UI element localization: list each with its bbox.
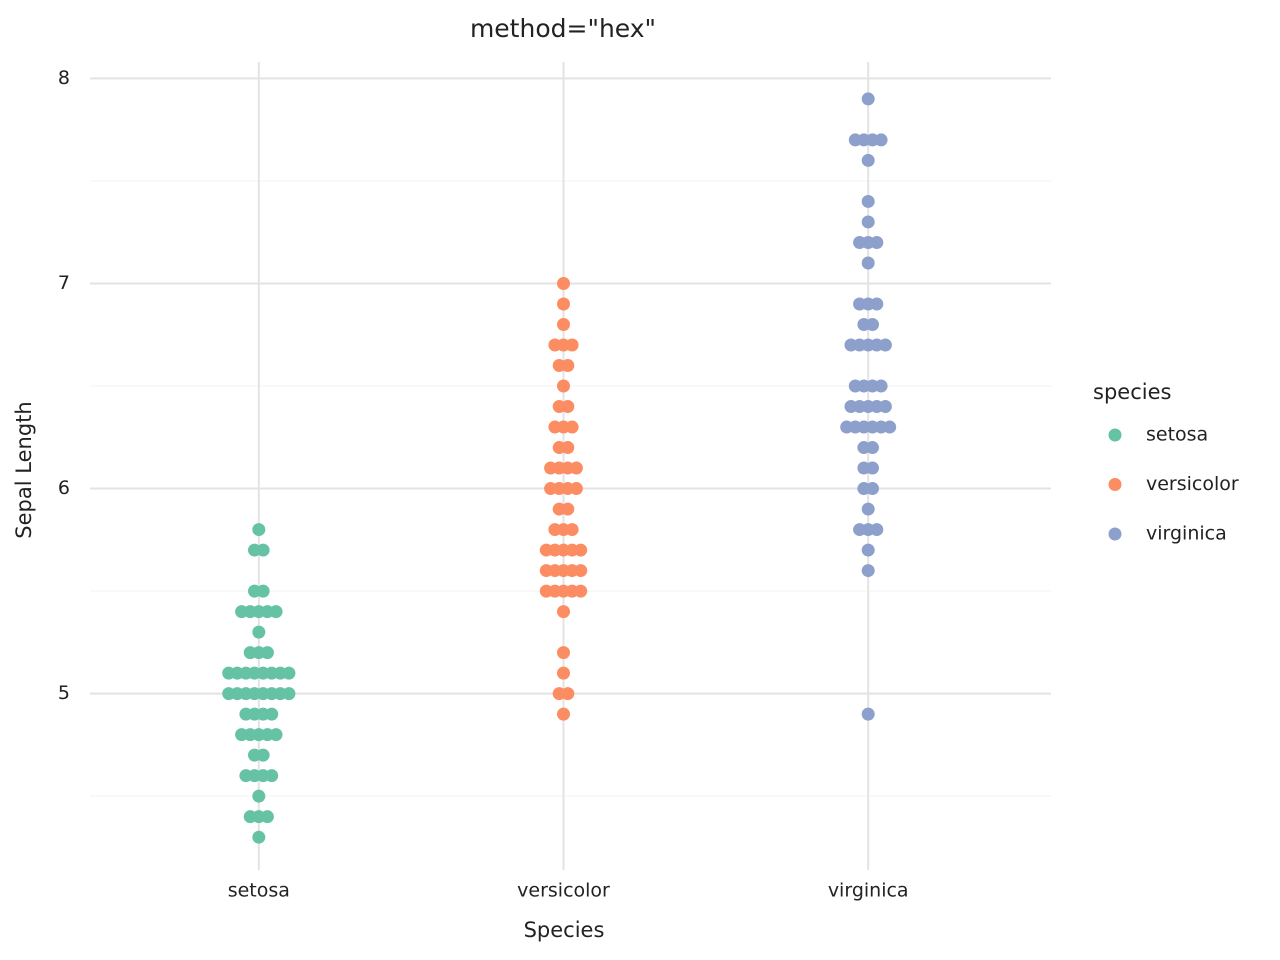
dot bbox=[861, 92, 875, 106]
dot bbox=[565, 338, 579, 352]
dot bbox=[256, 748, 270, 762]
dot bbox=[861, 256, 875, 270]
y-tick-label: 7 bbox=[58, 272, 70, 294]
dot bbox=[561, 441, 575, 455]
dot bbox=[269, 728, 283, 742]
legend-title: species bbox=[1093, 380, 1171, 404]
dot bbox=[870, 235, 884, 249]
dot bbox=[561, 400, 575, 414]
dot bbox=[269, 605, 283, 619]
x-tick-label: setosa bbox=[228, 880, 290, 902]
y-axis-title: Sepal Length bbox=[12, 401, 36, 538]
dot bbox=[861, 543, 875, 557]
dot bbox=[252, 523, 266, 537]
dot bbox=[874, 133, 888, 147]
legend-key bbox=[1108, 428, 1122, 442]
dot bbox=[557, 276, 570, 290]
legend-key bbox=[1108, 478, 1122, 491]
dot bbox=[260, 810, 274, 824]
dot bbox=[865, 441, 879, 455]
x-tick-label: virginica bbox=[828, 880, 909, 902]
dot bbox=[865, 482, 879, 496]
dot bbox=[256, 543, 270, 557]
dot bbox=[557, 605, 570, 619]
dot bbox=[252, 625, 266, 639]
legend-label: virginica bbox=[1146, 523, 1227, 545]
y-tick-label: 6 bbox=[58, 477, 70, 499]
dot bbox=[878, 338, 892, 352]
dot bbox=[260, 646, 274, 660]
legend-label: setosa bbox=[1146, 424, 1208, 446]
dot bbox=[565, 523, 579, 537]
dot bbox=[865, 461, 879, 475]
dot bbox=[256, 584, 270, 598]
dot bbox=[870, 297, 884, 311]
dot bbox=[861, 564, 875, 578]
dot bbox=[861, 707, 875, 721]
dot bbox=[557, 707, 570, 721]
dot bbox=[557, 666, 570, 680]
dot bbox=[569, 461, 583, 475]
dot bbox=[569, 482, 583, 496]
dot bbox=[252, 830, 266, 844]
legend-key bbox=[1108, 527, 1122, 541]
dot bbox=[861, 215, 875, 229]
y-tick-label: 5 bbox=[58, 682, 70, 704]
x-axis-title: Species bbox=[524, 918, 605, 942]
dot bbox=[557, 646, 570, 660]
dot bbox=[282, 666, 296, 680]
dot bbox=[561, 359, 575, 373]
legend-label: versicolor bbox=[1146, 473, 1239, 495]
dot bbox=[574, 543, 588, 557]
dot bbox=[265, 769, 279, 783]
dot bbox=[870, 523, 884, 537]
dot bbox=[561, 687, 575, 701]
dot bbox=[282, 687, 296, 701]
dot bbox=[861, 194, 875, 208]
dot bbox=[561, 502, 575, 516]
dot bbox=[557, 317, 570, 331]
dot bbox=[865, 317, 879, 331]
dot bbox=[265, 707, 279, 721]
y-tick-label: 8 bbox=[58, 67, 70, 89]
dot bbox=[557, 379, 570, 393]
x-tick-label: versicolor bbox=[517, 880, 610, 902]
dot bbox=[574, 564, 588, 578]
dot bbox=[861, 502, 875, 516]
dot bbox=[557, 297, 570, 311]
dot bbox=[883, 420, 897, 434]
chart-title: method="hex" bbox=[470, 14, 656, 43]
dot bbox=[861, 153, 875, 167]
dot bbox=[878, 400, 892, 414]
dot bbox=[565, 420, 579, 434]
dot bbox=[574, 584, 588, 598]
dot bbox=[874, 379, 888, 393]
dot bbox=[252, 789, 266, 803]
